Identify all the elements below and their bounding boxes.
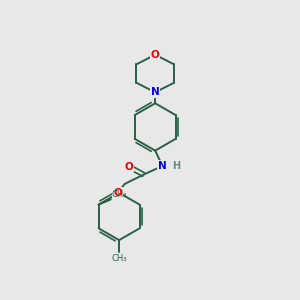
Text: H: H bbox=[172, 161, 181, 171]
Text: CH₃: CH₃ bbox=[112, 190, 128, 199]
Text: N: N bbox=[158, 161, 167, 171]
Text: O: O bbox=[113, 188, 122, 197]
Text: N: N bbox=[151, 87, 160, 97]
Text: O: O bbox=[151, 50, 160, 60]
Text: O: O bbox=[124, 161, 133, 172]
Text: CH₃: CH₃ bbox=[111, 254, 127, 263]
